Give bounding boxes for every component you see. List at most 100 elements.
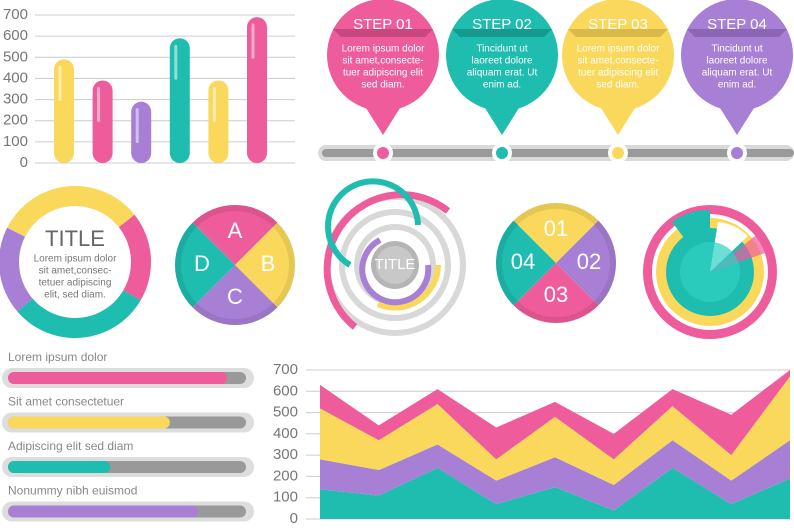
slice-label: A: [228, 218, 243, 243]
progress-label: Adipiscing elit sed diam: [8, 439, 133, 453]
timeline-inner: [322, 149, 794, 157]
area-layer: [320, 376, 790, 485]
y-tick-label: 600: [3, 27, 28, 44]
y-tick-label: 0: [20, 154, 28, 171]
progress-label: Sit amet consectetuer: [8, 395, 124, 409]
progress-bar: [8, 461, 111, 473]
donut-segment: [17, 290, 141, 339]
timeline-dot: [496, 147, 508, 159]
donut-segment: [0, 227, 33, 312]
step-bubble: [681, 0, 793, 111]
progress-label: Lorem ipsum dolor: [8, 350, 107, 364]
rings-title: TITLE: [375, 256, 416, 273]
step-band: [452, 29, 552, 37]
y-tick-label: 500: [273, 404, 298, 421]
step-text: aliquam erat. Ut: [467, 68, 538, 79]
donut-text: tetuer adipiscing: [39, 278, 112, 289]
pie-slice: [496, 220, 556, 306]
y-tick-label: 300: [3, 91, 28, 108]
step-text: sed diam.: [596, 80, 639, 91]
bar: [247, 17, 267, 163]
y-tick-label: 600: [273, 382, 298, 399]
step-title: STEP 03: [588, 16, 648, 33]
step-text: laoreet dolore: [471, 56, 533, 67]
step-text: Lorem ipsum dolor: [342, 44, 425, 55]
pie-slice: [513, 263, 599, 324]
y-tick-label: 700: [3, 6, 28, 23]
pie-slice: [556, 220, 616, 306]
step-band: [568, 29, 668, 37]
slice-label: 01: [544, 216, 568, 241]
timeline-dot: [612, 147, 624, 159]
step-text: sed diam.: [361, 80, 404, 91]
progress-label: Nonummy nibh euismod: [8, 484, 137, 498]
area-layer: [320, 370, 790, 460]
bar: [131, 101, 152, 163]
bar: [208, 80, 229, 163]
slice-label: 04: [511, 249, 535, 274]
pie-rim: [496, 203, 616, 323]
ring-arc: [323, 191, 451, 330]
y-tick-label: 500: [3, 48, 28, 65]
partial-pie: [643, 205, 777, 339]
slice-label: D: [194, 251, 210, 276]
donut-hole: [21, 208, 129, 316]
y-tick-label: 0: [290, 510, 298, 527]
progress-bar: [8, 505, 199, 518]
progress-bar: [8, 372, 227, 384]
step-text: enim ad.: [718, 80, 756, 91]
y-tick-label: 400: [273, 425, 298, 442]
donut-title: TITLE: [45, 226, 105, 251]
y-tick-label: 100: [3, 133, 28, 150]
step-bubble: [562, 0, 674, 111]
ring: [339, 209, 451, 321]
ring-arc: [325, 178, 421, 268]
y-tick-label: 200: [3, 112, 28, 129]
slice-label: B: [261, 251, 276, 276]
step-text: Tincidunt ut: [476, 44, 528, 55]
progress-bar: [8, 416, 170, 429]
pie-slice: [192, 265, 278, 326]
step-text: tuer adipiscing elit: [578, 68, 658, 79]
pie-highlight: [680, 242, 740, 302]
pie-slice: [235, 222, 296, 308]
donut-segment: [118, 214, 152, 301]
step-bubble: [327, 0, 439, 111]
step-text: Tincidunt ut: [711, 44, 763, 55]
donut-text: Lorem ipsum dolor: [34, 254, 117, 265]
pie-slice: [174, 222, 235, 308]
step-title: STEP 04: [707, 16, 767, 33]
y-tick-label: 300: [273, 446, 298, 463]
step-text: tuer adipiscing elit: [343, 68, 423, 79]
timeline-dot: [731, 147, 743, 159]
y-tick-label: 700: [273, 361, 298, 378]
rings: [323, 178, 466, 336]
ring-arc: [359, 237, 432, 306]
bar: [169, 38, 190, 163]
step-band: [687, 29, 787, 37]
step-title: STEP 01: [353, 16, 413, 33]
step-title: STEP 02: [472, 16, 532, 33]
pie-rim: [175, 205, 295, 325]
slice-label: C: [227, 284, 243, 309]
area-layer: [320, 467, 790, 519]
step-text: aliquam erat. Ut: [702, 68, 773, 79]
area-layer: [320, 440, 790, 511]
slice-label: 02: [577, 249, 601, 274]
step-text: sit amet,consecte-: [577, 56, 658, 67]
y-tick-label: 400: [3, 69, 28, 86]
ring-center-inner: [376, 246, 414, 284]
step-text: sit amet,consecte-: [342, 56, 423, 67]
slice-label: 03: [544, 282, 568, 307]
donut-text: elit, sed diam.: [44, 290, 106, 301]
timeline-dot: [377, 147, 389, 159]
donut: [0, 185, 152, 339]
donut-segment: [7, 185, 135, 237]
ring-arc: [376, 264, 441, 311]
bar: [54, 59, 74, 163]
bar: [92, 80, 113, 163]
step-text: Lorem ipsum dolor: [577, 44, 660, 55]
step-bubble: [446, 0, 558, 111]
step-text: enim ad.: [483, 80, 521, 91]
